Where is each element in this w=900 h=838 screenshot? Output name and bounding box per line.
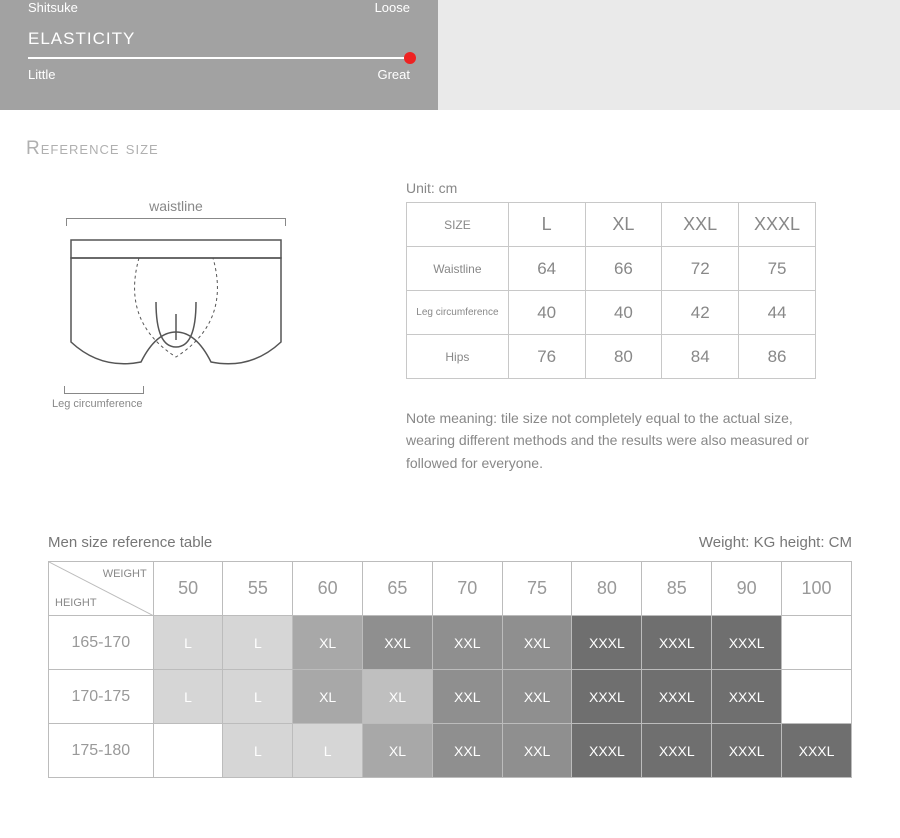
- men-size-cell: [153, 724, 223, 778]
- boxer-diagram-icon: [61, 232, 291, 382]
- weight-col-header: 80: [572, 562, 642, 616]
- size-col-header: XL: [585, 203, 662, 247]
- size-cell: 72: [662, 247, 739, 291]
- men-size-cell: L: [223, 670, 293, 724]
- size-col-header: XXXL: [739, 203, 816, 247]
- weight-col-header: 70: [432, 562, 502, 616]
- diag-header: WEIGHT HEIGHT: [49, 562, 154, 616]
- diagram-column: waistline Leg circumference: [26, 180, 406, 474]
- waistline-label: waistline: [46, 198, 306, 214]
- top-right-blank: [438, 0, 900, 110]
- size-col-header: L: [508, 203, 585, 247]
- men-size-table: WEIGHT HEIGHT 505560657075808590100 165-…: [48, 561, 852, 778]
- elasticity-panel: Shitsuke Loose ELASTICITY Little Great: [0, 0, 438, 110]
- men-size-cell: XXXL: [572, 670, 642, 724]
- size-table-column: Unit: cm SIZELXLXXLXXXL Waistline6466727…: [406, 180, 874, 474]
- men-size-cell: XXXL: [782, 724, 852, 778]
- men-size-cell: L: [153, 670, 223, 724]
- elasticity-right-label: Great: [377, 67, 410, 82]
- leg-bracket-icon: [64, 386, 144, 394]
- men-size-cell: XL: [293, 616, 363, 670]
- men-size-cell: [782, 616, 852, 670]
- men-size-cell: XXL: [502, 670, 572, 724]
- men-size-unit: Weight: KG height: CM: [699, 534, 852, 551]
- size-col-header: XXL: [662, 203, 739, 247]
- size-row-label: Waistline: [407, 247, 509, 291]
- men-size-cell: XXXL: [572, 724, 642, 778]
- men-size-cell: XXXL: [642, 616, 712, 670]
- weight-col-header: 55: [223, 562, 293, 616]
- men-size-cell: L: [223, 724, 293, 778]
- size-row-label: Leg circumference: [407, 291, 509, 335]
- size-cell: 75: [739, 247, 816, 291]
- reference-size-title: Reference size: [26, 138, 900, 160]
- height-row-header: 170-175: [49, 670, 154, 724]
- diag-weight-label: WEIGHT: [103, 568, 147, 580]
- height-row-header: 165-170: [49, 616, 154, 670]
- men-size-cell: XXL: [432, 670, 502, 724]
- size-cell: 40: [585, 291, 662, 335]
- top-area: Shitsuke Loose ELASTICITY Little Great: [0, 0, 900, 110]
- men-size-title: Men size reference table: [48, 534, 212, 551]
- men-size-cell: L: [293, 724, 363, 778]
- men-size-cell: XXXL: [642, 724, 712, 778]
- unit-label: Unit: cm: [406, 180, 874, 196]
- weight-col-header: 60: [293, 562, 363, 616]
- size-note: Note meaning: tile size not completely e…: [406, 407, 826, 474]
- men-size-cell: XXL: [432, 616, 502, 670]
- men-size-cell: L: [223, 616, 293, 670]
- men-size-cell: XXL: [502, 724, 572, 778]
- men-size-cell: XL: [363, 724, 433, 778]
- weight-col-header: 65: [363, 562, 433, 616]
- size-cell: 64: [508, 247, 585, 291]
- size-header: SIZE: [407, 203, 509, 247]
- men-size-cell: XXL: [363, 616, 433, 670]
- size-cell: 84: [662, 335, 739, 379]
- shitsuke-right-label: Loose: [375, 0, 410, 15]
- men-size-cell: XXXL: [642, 670, 712, 724]
- weight-col-header: 75: [502, 562, 572, 616]
- weight-col-header: 100: [782, 562, 852, 616]
- height-row-header: 175-180: [49, 724, 154, 778]
- size-cell: 80: [585, 335, 662, 379]
- men-size-cell: XXXL: [712, 616, 782, 670]
- men-size-cell: XL: [293, 670, 363, 724]
- elasticity-left-label: Little: [28, 67, 55, 82]
- men-size-cell: XXXL: [712, 724, 782, 778]
- weight-col-header: 90: [712, 562, 782, 616]
- men-size-cell: L: [153, 616, 223, 670]
- men-size-cell: XL: [363, 670, 433, 724]
- size-cell: 42: [662, 291, 739, 335]
- size-cell: 86: [739, 335, 816, 379]
- men-size-cell: XXXL: [712, 670, 782, 724]
- size-cell: 66: [585, 247, 662, 291]
- size-row-label: Hips: [407, 335, 509, 379]
- men-size-cell: XXXL: [572, 616, 642, 670]
- men-size-cell: XXL: [502, 616, 572, 670]
- size-cell: 44: [739, 291, 816, 335]
- weight-col-header: 50: [153, 562, 223, 616]
- size-cell: 40: [508, 291, 585, 335]
- elasticity-title: ELASTICITY: [28, 29, 410, 49]
- size-table: SIZELXLXXLXXXL Waistline64667275 Leg circ…: [406, 202, 816, 379]
- leg-circumference-label: Leg circumference: [52, 398, 306, 410]
- weight-col-header: 85: [642, 562, 712, 616]
- waist-bracket-icon: [66, 218, 286, 226]
- elasticity-slider: [28, 57, 410, 59]
- size-cell: 76: [508, 335, 585, 379]
- diag-height-label: HEIGHT: [55, 597, 97, 609]
- slider-knob-icon: [404, 52, 416, 64]
- men-size-cell: XXL: [432, 724, 502, 778]
- men-size-cell: [782, 670, 852, 724]
- shitsuke-left-label: Shitsuke: [28, 0, 78, 15]
